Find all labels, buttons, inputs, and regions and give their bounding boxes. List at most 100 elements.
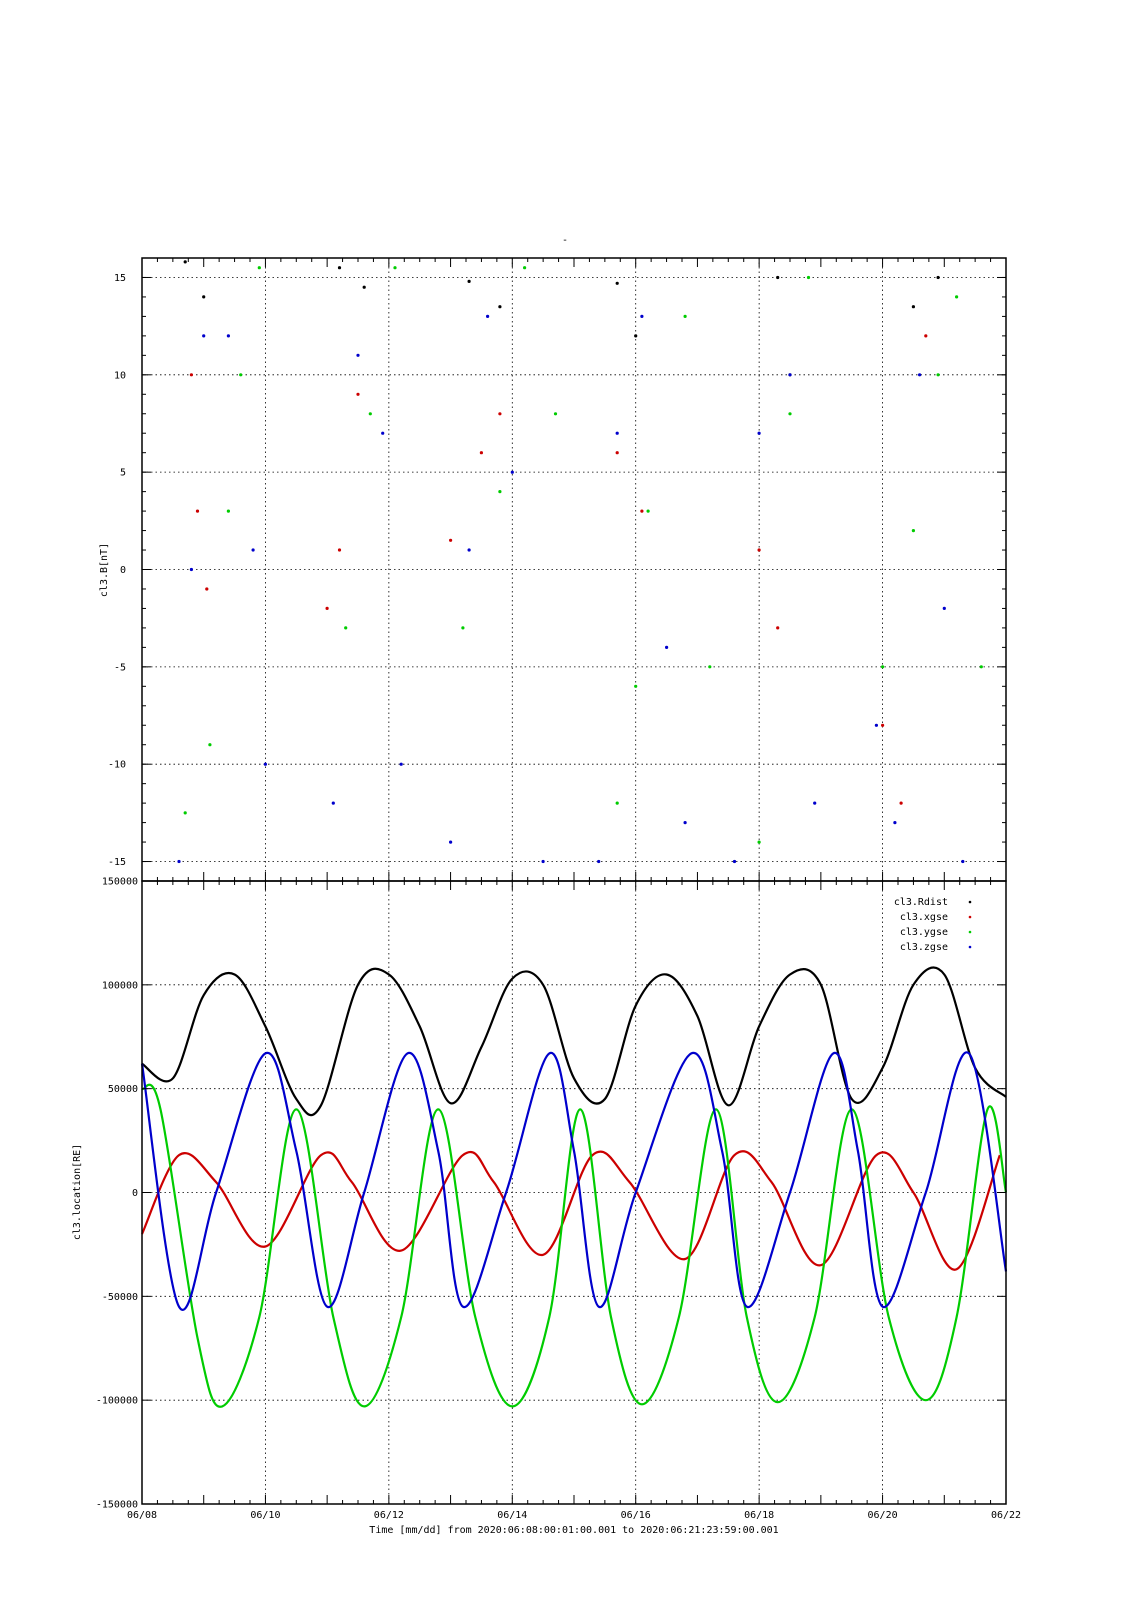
- scatter-marks: [177, 260, 983, 864]
- y-tick-label: 150000: [102, 877, 138, 888]
- y-tick-label: -50000: [102, 1292, 138, 1303]
- scatter-point: [183, 811, 187, 815]
- x-tick-label: 06/16: [621, 1510, 651, 1521]
- scatter-point: [381, 431, 385, 435]
- series-line-cl3-zgse: [140, 1051, 1008, 1311]
- grid-top: [142, 258, 1006, 881]
- y-tick-label: 0: [120, 565, 126, 576]
- scatter-point: [881, 665, 885, 669]
- series-line-cl3-rdist: [141, 966, 1007, 1117]
- scatter-point: [498, 412, 502, 416]
- y-tick-label: -150000: [96, 1500, 138, 1511]
- legend: cl3.Rdist cl3.xgse cl3.ygse cl3.zgse: [894, 897, 972, 953]
- legend-entry-rdist: cl3.Rdist: [894, 897, 948, 908]
- scatter-point: [788, 373, 792, 377]
- scatter-point: [325, 606, 329, 611]
- scatter-point: [362, 285, 366, 289]
- scatter-point: [615, 281, 619, 285]
- scatter-point: [924, 334, 928, 338]
- scatter-point: [911, 305, 916, 309]
- x-tick-label: 06/20: [868, 1510, 898, 1521]
- scatter-point: [449, 538, 453, 542]
- scatter-point: [640, 509, 644, 513]
- legend-swatch-ygse: [968, 930, 972, 934]
- scatter-point: [640, 314, 644, 318]
- scatter-point: [368, 412, 372, 416]
- scatter-point: [615, 431, 619, 435]
- y-tick-label: 50000: [108, 1084, 138, 1095]
- scatter-point: [732, 859, 737, 864]
- y-tick-label: 15: [114, 273, 126, 284]
- scatter-point: [337, 548, 342, 552]
- scatter-point: [461, 626, 465, 630]
- scatter-point: [813, 801, 817, 805]
- scatter-point: [356, 392, 360, 396]
- scatter-point: [393, 266, 397, 270]
- scatter-point: [597, 859, 601, 864]
- scatter-point: [202, 334, 206, 338]
- scatter-point: [479, 451, 483, 455]
- scatter-point: [757, 548, 761, 552]
- legend-entry-xgse: cl3.xgse: [900, 912, 948, 923]
- scatter-point: [881, 723, 885, 727]
- legend-entry-ygse: cl3.ygse: [900, 927, 948, 938]
- scatter-point: [911, 529, 916, 533]
- y-tick-label: 100000: [102, 980, 138, 991]
- scatter-point: [634, 684, 638, 688]
- scatter-point: [195, 509, 200, 513]
- scatter-point: [541, 859, 545, 864]
- y-tick-label: -100000: [96, 1396, 138, 1407]
- scatter-point: [183, 260, 187, 264]
- x-axis-label: Time [mm/dd] from 2020:06:08:00:01:00.00…: [369, 1525, 778, 1536]
- scatter-point: [936, 373, 940, 377]
- scatter-point: [757, 840, 761, 844]
- scatter-point: [788, 412, 792, 416]
- scatter-point: [251, 548, 255, 552]
- scatter-point: [356, 353, 360, 357]
- scatter-point: [776, 626, 780, 630]
- scatter-point: [683, 821, 687, 825]
- scatter-point: [646, 509, 650, 513]
- legend-entry-zgse: cl3.zgse: [900, 942, 948, 953]
- scatter-point: [634, 334, 638, 338]
- scatter-point: [498, 490, 502, 494]
- x-tick-label: 06/08: [127, 1510, 157, 1521]
- plot-frame-bottom: [141, 880, 1007, 1505]
- scatter-point: [874, 723, 879, 727]
- scatter-point: [942, 606, 946, 611]
- y-tick-label: -15: [108, 857, 126, 868]
- scatter-point: [553, 412, 558, 416]
- page-title: -: [562, 235, 568, 246]
- grid-bottom: [142, 881, 1006, 1504]
- x-tick-label: 06/10: [250, 1510, 280, 1521]
- x-tick-label: 06/22: [991, 1510, 1021, 1521]
- scatter-point: [899, 801, 903, 805]
- scatter-point: [979, 665, 983, 669]
- y-tick-label: -5: [114, 662, 126, 673]
- scatter-point: [683, 314, 687, 318]
- scatter-point: [189, 373, 193, 377]
- y-tick-label: 10: [114, 370, 126, 381]
- magnetic-field-panel: -15 -10 -5 0 5 10 15 cl3.B[nT]: [99, 257, 1007, 882]
- series-line-cl3-ygse: [141, 1083, 1008, 1408]
- scatter-point: [776, 275, 780, 280]
- scatter-point: [344, 626, 348, 630]
- scatter-point: [226, 509, 230, 513]
- scatter-point: [486, 314, 490, 318]
- y-ticks-top: -15 -10 -5 0 5 10 15: [108, 273, 1006, 868]
- scatter-point: [205, 587, 209, 591]
- scatter-point: [449, 840, 453, 844]
- y-tick-label: -10: [108, 760, 126, 771]
- y-axis-label-bottom: cl3.location[RE]: [72, 1144, 83, 1240]
- scatter-point: [263, 762, 267, 766]
- scatter-point: [510, 470, 514, 474]
- legend-swatch-xgse: [968, 915, 972, 919]
- scatter-point: [189, 567, 193, 572]
- x-tick-label: 06/14: [497, 1510, 527, 1521]
- scatter-point: [893, 821, 897, 825]
- y-ticks-bottom: -150000 -100000 -50000 0 50000 100000 150000: [96, 877, 1006, 1511]
- scatter-point: [239, 373, 243, 377]
- y-tick-label: 0: [132, 1188, 138, 1199]
- scatter-point: [665, 645, 669, 650]
